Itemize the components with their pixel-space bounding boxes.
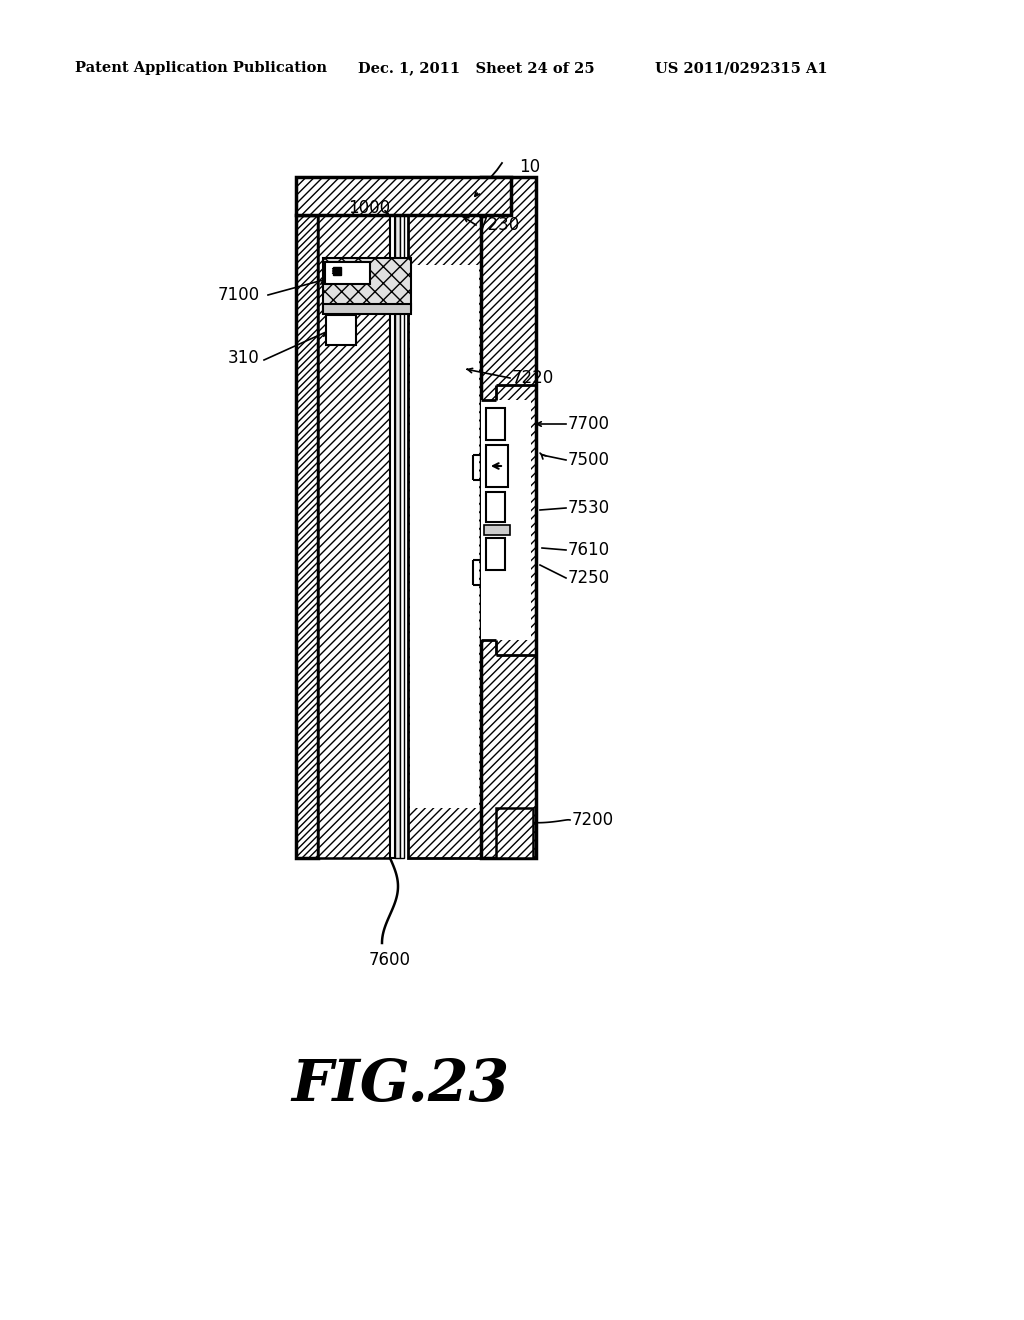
- Text: 7200: 7200: [572, 810, 614, 829]
- Text: Patent Application Publication: Patent Application Publication: [75, 61, 327, 75]
- Text: 7100: 7100: [218, 286, 260, 304]
- Text: 7250: 7250: [568, 569, 610, 587]
- Text: 7500: 7500: [568, 451, 610, 469]
- Text: 7220: 7220: [512, 370, 554, 387]
- Text: 7230: 7230: [478, 216, 520, 234]
- Bar: [481, 177, 536, 858]
- Text: 7600: 7600: [369, 950, 411, 969]
- Bar: [390, 215, 395, 858]
- Text: 310: 310: [228, 348, 260, 367]
- Bar: [400, 215, 404, 858]
- Bar: [481, 400, 531, 640]
- Bar: [296, 177, 511, 215]
- Bar: [486, 445, 508, 487]
- Bar: [325, 261, 370, 284]
- Bar: [318, 215, 390, 858]
- Bar: [333, 267, 341, 275]
- Bar: [486, 408, 505, 440]
- Text: FIG.23: FIG.23: [291, 1057, 509, 1113]
- Bar: [323, 257, 411, 310]
- Bar: [326, 315, 356, 345]
- Text: US 2011/0292315 A1: US 2011/0292315 A1: [655, 61, 827, 75]
- Text: 7610: 7610: [568, 541, 610, 558]
- Text: Dec. 1, 2011   Sheet 24 of 25: Dec. 1, 2011 Sheet 24 of 25: [358, 61, 595, 75]
- Text: 10: 10: [519, 158, 540, 176]
- Bar: [410, 265, 479, 808]
- Bar: [323, 304, 411, 314]
- Text: 7700: 7700: [568, 414, 610, 433]
- Bar: [408, 215, 481, 858]
- Bar: [296, 215, 318, 858]
- Bar: [496, 808, 534, 858]
- Text: 1000: 1000: [348, 199, 390, 216]
- Bar: [486, 492, 505, 521]
- Bar: [486, 539, 505, 570]
- Text: 7530: 7530: [568, 499, 610, 517]
- Bar: [395, 215, 400, 858]
- Bar: [484, 525, 510, 535]
